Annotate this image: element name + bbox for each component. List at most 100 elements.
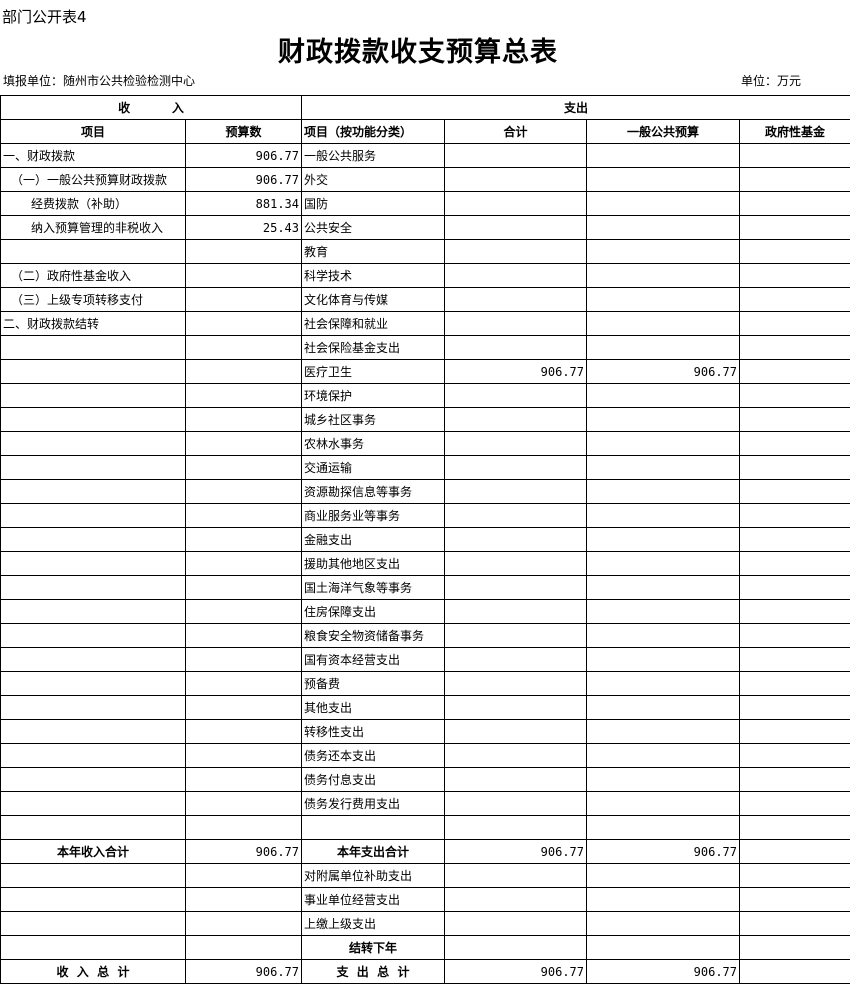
expense-total [445,912,587,936]
income-item: 纳入预算管理的非税收入 [1,216,186,240]
expense-total [445,264,587,288]
expense-general [587,888,740,912]
table-row: 援助其他地区支出 [1,552,850,576]
income-amount: 881.34 [186,192,302,216]
expense-item: 一般公共服务 [302,144,445,168]
income-item: （三）上级专项转移支付 [1,288,186,312]
expense-general [587,936,740,960]
expense-item: 债务发行费用支出 [302,792,445,816]
expense-item [302,816,445,840]
expense-general [587,240,740,264]
income-item [1,456,186,480]
income-amount [186,624,302,648]
page-title: 财政拨款收支预算总表 [0,30,836,69]
table-row: 对附属单位补助支出 [1,864,850,888]
income-amount: 906.77 [186,960,302,984]
expense-general [587,456,740,480]
income-amount [186,696,302,720]
expense-general [587,768,740,792]
income-amount [186,576,302,600]
expense-fund [740,264,850,288]
table-row: 粮食安全物资储备事务 [1,624,850,648]
income-amount [186,336,302,360]
expense-general [587,216,740,240]
expense-general [587,288,740,312]
expense-item: 其他支出 [302,696,445,720]
income-amount: 906.77 [186,144,302,168]
expense-general [587,408,740,432]
income-item [1,528,186,552]
col-item: 项目 [1,120,186,144]
expense-fund [740,528,850,552]
expense-general [587,384,740,408]
income-amount [186,456,302,480]
income-amount: 906.77 [186,168,302,192]
expense-item: 金融支出 [302,528,445,552]
expense-fund [740,744,850,768]
expense-fund [740,360,850,384]
table-row: 金融支出 [1,528,850,552]
expense-fund [740,480,850,504]
expense-fund [740,408,850,432]
expense-fund [740,456,850,480]
income-item [1,408,186,432]
expense-fund [740,336,850,360]
table-row: 社会保险基金支出 [1,336,850,360]
table-row: 转移性支出 [1,720,850,744]
table-row: 资源勘探信息等事务 [1,480,850,504]
expense-fund [740,864,850,888]
table-row: 债务发行费用支出 [1,792,850,816]
table-row: 预备费 [1,672,850,696]
income-amount [186,888,302,912]
expense-item: 本年支出合计 [302,840,445,864]
table-row: 债务还本支出 [1,744,850,768]
table-row: 商业服务业等事务 [1,504,850,528]
income-item [1,600,186,624]
expense-total [445,624,587,648]
expense-item: 国防 [302,192,445,216]
income-amount [186,504,302,528]
income-amount [186,432,302,456]
expense-total [445,432,587,456]
expense-fund [740,576,850,600]
expense-total [445,504,587,528]
expense-item: 商业服务业等事务 [302,504,445,528]
income-amount [186,288,302,312]
expense-fund [740,672,850,696]
expense-item: 国有资本经营支出 [302,648,445,672]
expense-fund [740,792,850,816]
expense-item: 医疗卫生 [302,360,445,384]
expense-total [445,192,587,216]
expense-general [587,168,740,192]
income-amount [186,864,302,888]
expense-total [445,936,587,960]
expense-general [587,696,740,720]
income-amount [186,312,302,336]
expense-general [587,744,740,768]
expense-item: 文化体育与传媒 [302,288,445,312]
expense-total [445,648,587,672]
expense-general [587,192,740,216]
expense-total [445,600,587,624]
income-amount [186,816,302,840]
expense-item: 社会保障和就业 [302,312,445,336]
income-item [1,336,186,360]
expense-general [587,720,740,744]
expense-fund [740,936,850,960]
expense-header: 支出 [302,96,850,120]
table-row: 其他支出 [1,696,850,720]
col-func-item: 项目（按功能分类） [302,120,445,144]
expense-item: 交通运输 [302,456,445,480]
expense-general [587,312,740,336]
expense-item: 粮食安全物资储备事务 [302,624,445,648]
table-row: 交通运输 [1,456,850,480]
col-general: 一般公共预算 [587,120,740,144]
income-item: （二）政府性基金收入 [1,264,186,288]
table-row: 教育 [1,240,850,264]
expense-item: 外交 [302,168,445,192]
income-item [1,720,186,744]
income-item: 收 入 总 计 [1,960,186,984]
income-item [1,864,186,888]
expense-general [587,912,740,936]
